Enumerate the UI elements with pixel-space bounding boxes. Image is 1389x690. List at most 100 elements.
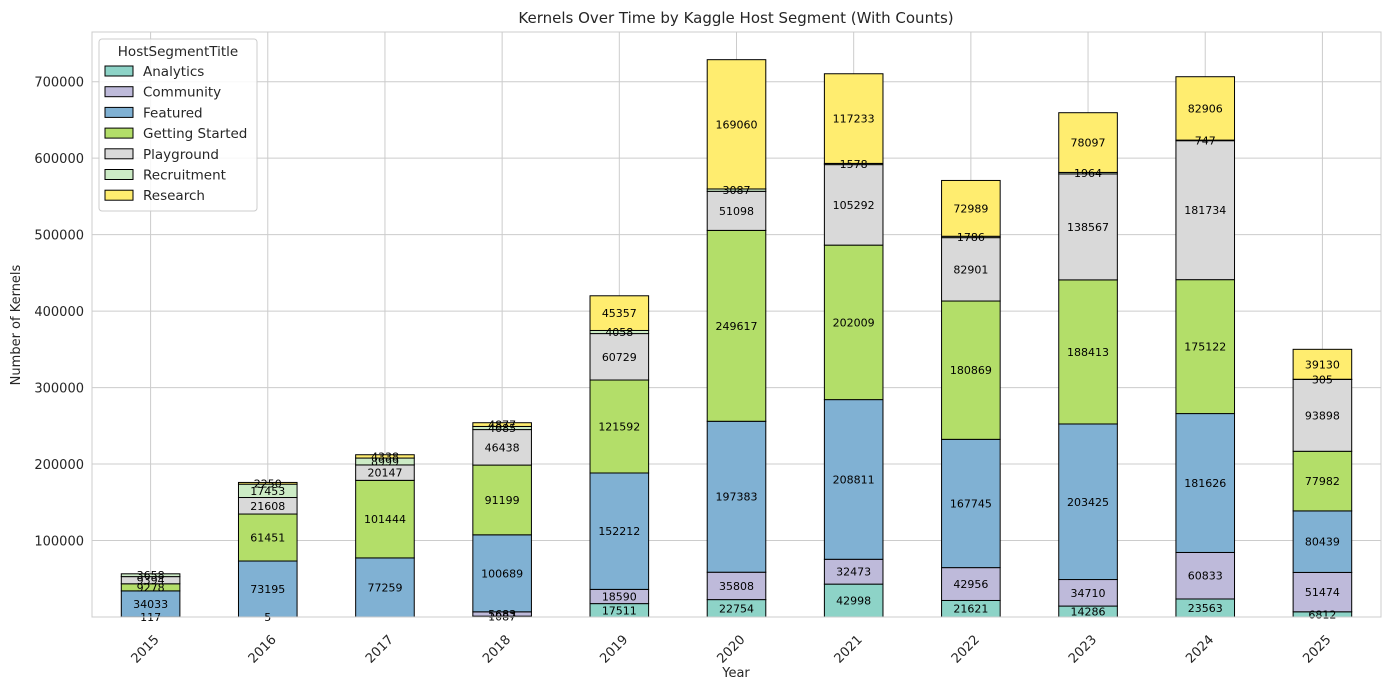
- bar-segment: [237, 560, 298, 618]
- legend-box: [98, 38, 258, 212]
- y-tick-label: 700000: [34, 76, 84, 91]
- bar-value-label: 60729: [602, 351, 637, 364]
- bar-segment: [706, 229, 767, 422]
- bar-value-label: 1964: [1074, 167, 1102, 180]
- bar-segment: [472, 429, 532, 466]
- bar-segment: [1058, 173, 1118, 281]
- bar-segment: [589, 379, 650, 474]
- chart-title: Kernels Over Time by Kaggle Host Segment…: [518, 9, 953, 27]
- bar-segment: [706, 420, 767, 573]
- legend-swatch: [104, 127, 134, 139]
- bar-value-label: 77259: [367, 581, 402, 594]
- bar-value-label: 17511: [602, 604, 637, 617]
- bar-value-label: 78097: [1071, 137, 1106, 150]
- bar-segment: [941, 300, 1001, 440]
- bar-segment: [120, 573, 181, 578]
- bar-value-label: 202009: [833, 316, 875, 329]
- x-tick-label: 2020: [714, 633, 748, 667]
- legend-entry-label: Featured: [143, 105, 203, 121]
- bar-segment: [823, 558, 884, 585]
- bar-value-label: 51474: [1305, 586, 1340, 599]
- bar-segment: [823, 244, 884, 401]
- bar-value-label: 22754: [719, 602, 754, 615]
- x-axis-ticks: 2015 2016 2017 2018 2019 2020 2021 2022 2023 2024…: [129, 633, 1335, 667]
- legend-swatch: [104, 169, 134, 180]
- legend-swatch: [104, 189, 134, 201]
- bar-value-label: 9278: [137, 581, 165, 594]
- bars: [120, 59, 1353, 618]
- y-tick-label: 300000: [34, 382, 84, 397]
- bar-value-label: 2250: [254, 477, 282, 490]
- bar-segment: [1175, 551, 1236, 600]
- bar-segment: [706, 59, 767, 190]
- legend-entry-label: Playground: [143, 147, 219, 163]
- legend: HostSegmentTitle Analytics Community Featu…: [98, 38, 258, 212]
- bar-segment: [1058, 579, 1118, 607]
- y-tick-label: 200000: [34, 458, 84, 473]
- bar-segment: [823, 73, 884, 164]
- x-tick-label: 2025: [1300, 633, 1334, 667]
- bar-segment: [237, 481, 298, 485]
- legend-title: HostSegmentTitle: [118, 44, 238, 60]
- bar-value-label: 203425: [1067, 496, 1109, 509]
- bar-segment: [1175, 76, 1236, 141]
- x-tick-label: 2023: [1066, 633, 1100, 667]
- bar-value-label: 21621: [953, 603, 988, 616]
- bar-value-label: 46438: [485, 441, 520, 454]
- x-tick-label: 2018: [480, 633, 514, 667]
- bar-value-label: 32473: [836, 566, 871, 579]
- bar-segment: [120, 590, 181, 618]
- bar-segment: [941, 567, 1001, 601]
- bar-segment: [706, 190, 767, 231]
- bar-value-label: 34033: [133, 598, 168, 611]
- bar-segment: [355, 454, 415, 459]
- legend-swatch: [104, 106, 134, 118]
- bar-value-label: 105292: [833, 199, 875, 212]
- bar-value-label: 34710: [1071, 587, 1106, 600]
- bar-value-label: 82906: [1188, 102, 1223, 115]
- y-tick-label: 500000: [34, 229, 84, 244]
- bar-value-label: 45357: [602, 307, 637, 320]
- bar-value-label: 73195: [250, 583, 285, 596]
- bar-value-label: 17453: [250, 485, 285, 498]
- bar-value-label: 82901: [953, 263, 988, 276]
- bar-value-label: 21608: [250, 500, 285, 513]
- bar-segment: [472, 534, 532, 613]
- bar-value-label: 1786: [957, 231, 985, 244]
- x-axis-title: Year: [721, 666, 750, 681]
- bar-value-label: 91199: [485, 494, 520, 507]
- bar-segment: [1292, 571, 1353, 613]
- bar-segment: [1175, 140, 1236, 281]
- bar-segment: [589, 333, 650, 381]
- bar-segment: [823, 164, 884, 246]
- bar-value-label: 4085: [488, 422, 516, 435]
- x-tick-label: 2021: [832, 633, 866, 667]
- bar-value-label: 8999: [371, 455, 399, 468]
- bar-value-label: 35808: [719, 580, 754, 593]
- bar-value-label: 181734: [1184, 204, 1226, 217]
- bar-value-label: 747: [1195, 134, 1216, 147]
- bar-value-label: 9394: [137, 574, 165, 587]
- bar-segment: [472, 464, 532, 536]
- bar-value-label: 72989: [953, 202, 988, 215]
- bar-value-label: 20147: [367, 467, 402, 480]
- bar-segment: [1292, 378, 1353, 452]
- bar-value-label: 5683: [488, 608, 516, 621]
- bar-value-label: 188413: [1067, 346, 1109, 359]
- x-tick-label: 2024: [1183, 633, 1217, 667]
- y-axis-ticks: 100000 200000 300000 400000 500000 600000 7000…: [34, 76, 84, 550]
- bar-value-label: 249617: [716, 320, 758, 333]
- legend-swatch: [104, 86, 134, 98]
- bar-segment: [1292, 450, 1353, 512]
- legend-entry-label: Recruitment: [143, 168, 226, 184]
- bar-value-label: 175122: [1184, 341, 1226, 354]
- bar-value-label: 4058: [605, 326, 633, 339]
- bar-value-label: 4877: [488, 419, 516, 432]
- bar-value-label: 1578: [840, 158, 868, 171]
- bar-segment: [472, 422, 532, 427]
- bar-segment: [1058, 279, 1118, 425]
- bar-value-label: 39130: [1305, 358, 1340, 371]
- bar-segment: [355, 557, 415, 618]
- bar-segment: [941, 179, 1001, 237]
